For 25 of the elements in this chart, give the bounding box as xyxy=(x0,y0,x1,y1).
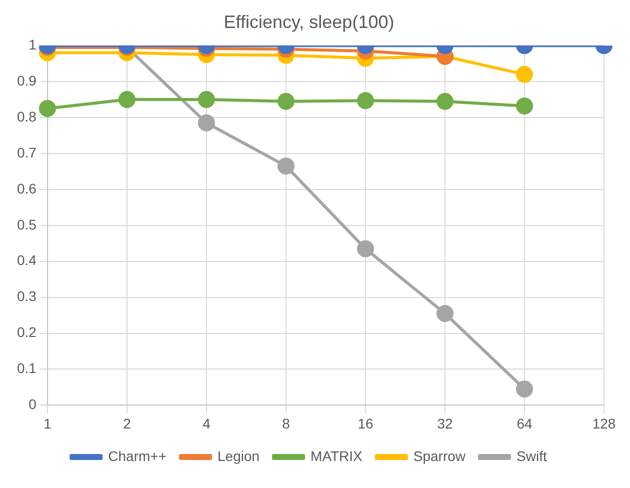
y-tick-label: 1 xyxy=(28,36,37,52)
x-tick-label: 4 xyxy=(202,415,211,432)
x-tick-label: 32 xyxy=(437,415,453,432)
chart-title: Efficiency, sleep(100) xyxy=(224,12,394,32)
y-tick-label: 0 xyxy=(28,396,37,412)
legend-label: Swift xyxy=(516,448,547,464)
legend-label: Sparrow xyxy=(413,448,466,464)
y-tick-label: 0.3 xyxy=(16,288,37,304)
y-tick-label: 0.6 xyxy=(16,180,37,196)
legend-label: MATRIX xyxy=(310,448,364,464)
legend-label: Legion xyxy=(218,448,260,464)
x-tick-label: 8 xyxy=(282,415,290,432)
y-tick-label: 0.7 xyxy=(16,144,37,160)
y-tick-label: 0.4 xyxy=(16,252,37,268)
y-tick-label: 0.1 xyxy=(16,360,37,376)
y-tick-label: 0.5 xyxy=(16,216,37,232)
x-tick-label: 128 xyxy=(592,415,616,432)
x-tick-label: 1 xyxy=(44,415,52,432)
legend-label: Charm++ xyxy=(108,448,166,464)
x-tick-label: 64 xyxy=(516,415,532,432)
x-tick-label: 2 xyxy=(123,415,132,432)
y-tick-label: 0.9 xyxy=(16,72,37,88)
x-tick-label: 16 xyxy=(358,415,374,432)
y-tick-label: 0.2 xyxy=(16,324,37,340)
y-tick-label: 0.8 xyxy=(16,108,37,124)
